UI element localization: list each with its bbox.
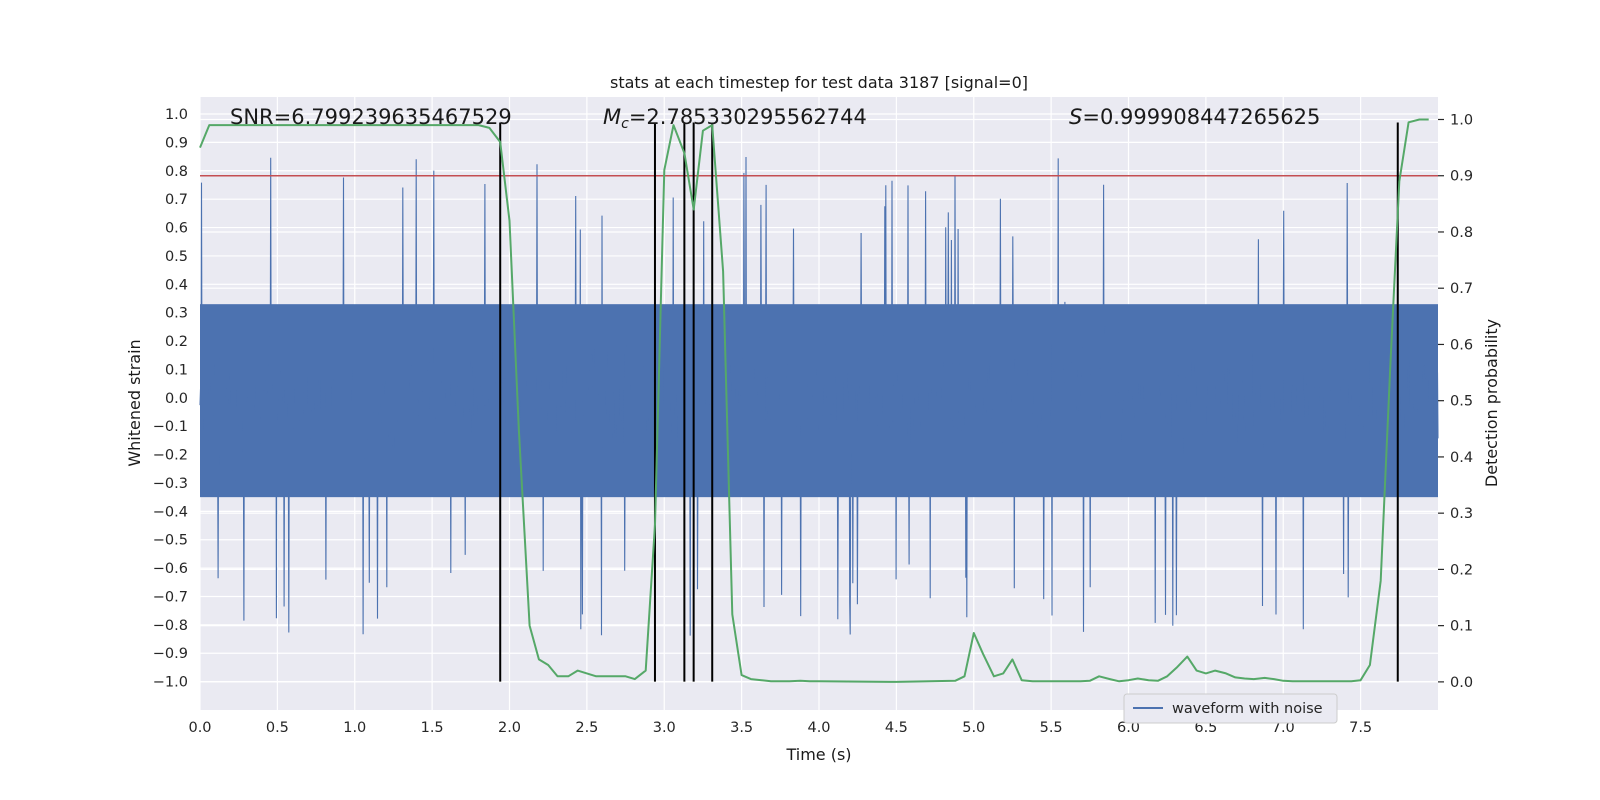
x-axis-label: Time (s) [785, 745, 851, 764]
y-tick-label-3: 0.7 [165, 192, 188, 208]
y-axis-label: Whitened strain [125, 339, 144, 466]
y-right-tick-label-0: 1.0 [1450, 112, 1473, 128]
y-tick-label-2: 0.8 [165, 164, 188, 180]
chirp-mass-value: =2.785330295562744 [629, 105, 867, 129]
legend-box [1123, 693, 1338, 724]
y-tick-label-17: −0.7 [153, 589, 188, 605]
s-value: =0.999908447265625 [1082, 105, 1320, 129]
y-tick-label-13: −0.3 [153, 476, 188, 492]
legend: waveform with noise [1123, 693, 1338, 724]
chirp-mass-symbol: M [603, 105, 621, 129]
chirp-mass-annotation: Mc=2.785330295562744 [603, 105, 867, 132]
y-axis-right-ticks: 1.0 0.9 0.8 0.7 0.6 0.5 0.4 0.3 0.2 0.1 0.0 [1438, 112, 1473, 691]
x-tick-label-0: 0.0 [188, 720, 211, 736]
y-right-tick-label-5: 0.5 [1450, 394, 1473, 410]
y-tick-label-20: −1.0 [153, 675, 188, 691]
y-right-tick-label-8: 0.2 [1450, 562, 1473, 578]
chirp-mass-subscript: c [621, 116, 629, 132]
y-right-tick-label-6: 0.4 [1450, 450, 1473, 466]
x-tick-label-14: 7.0 [1272, 720, 1295, 736]
y-right-tick-label-4: 0.6 [1450, 337, 1473, 353]
y-tick-label-9: 0.1 [165, 362, 188, 378]
detection-probability-line [199, 118, 1429, 683]
y-right-tick-label-3: 0.7 [1450, 281, 1473, 297]
y-tick-label-8: 0.2 [165, 334, 188, 350]
chart-title: stats at each timestep for test data 318… [610, 73, 1028, 92]
y-tick-label-10: 0.0 [165, 391, 188, 407]
x-tick-label-15: 7.5 [1349, 720, 1372, 736]
y-tick-label-0: 1.0 [165, 107, 188, 123]
x-tick-label-2: 1.0 [343, 720, 366, 736]
x-axis-ticks: 0.0 0.5 1.0 1.5 2.0 2.5 3.0 3.5 4.0 4.5 5.0 5.5 6.0 6… [188, 720, 1372, 736]
y-tick-label-18: −0.8 [153, 618, 188, 634]
y-tick-label-6: 0.4 [165, 277, 188, 293]
y-tick-label-16: −0.6 [153, 561, 188, 577]
y-tick-label-12: −0.2 [153, 448, 188, 464]
y-tick-label-4: 0.6 [165, 221, 188, 237]
x-tick-label-11: 5.5 [1040, 720, 1063, 736]
x-tick-label-1: 0.5 [266, 720, 289, 736]
x-tick-label-5: 2.5 [575, 720, 598, 736]
s-symbol: S [1069, 105, 1082, 129]
y-axis-right-label: Detection probability [1482, 319, 1501, 487]
s-annotation: S=0.999908447265625 [1069, 105, 1320, 129]
detection-probability-series [199, 118, 1429, 683]
y-right-tick-label-2: 0.8 [1450, 225, 1473, 241]
y-right-tick-label-1: 0.9 [1450, 169, 1473, 185]
y-tick-label-19: −0.9 [153, 646, 188, 662]
snr-annotation: SNR=6.799239635467529 [230, 105, 512, 129]
y-tick-label-7: 0.3 [165, 306, 188, 322]
y-axis-ticks: 1.0 0.9 0.8 0.7 0.6 0.5 0.4 0.3 0.2 0.1 0.0 −0.1 −0.… [153, 107, 188, 691]
x-tick-label-3: 1.5 [421, 720, 444, 736]
x-tick-label-8: 4.0 [807, 720, 830, 736]
x-tick-label-6: 3.0 [653, 720, 676, 736]
x-tick-label-4: 2.0 [498, 720, 521, 736]
y-right-tick-label-9: 0.1 [1450, 619, 1473, 635]
y-tick-label-14: −0.4 [153, 504, 188, 520]
x-tick-label-9: 4.5 [885, 720, 908, 736]
x-tick-label-7: 3.5 [730, 720, 753, 736]
y-tick-label-1: 0.9 [165, 135, 188, 151]
y-tick-label-15: −0.5 [153, 533, 188, 549]
waveform-noise-line [199, 156, 1439, 636]
x-tick-label-10: 5.0 [962, 720, 985, 736]
y-tick-label-11: −0.1 [153, 419, 188, 435]
y-right-tick-label-10: 0.0 [1450, 675, 1473, 691]
y-tick-label-5: 0.5 [165, 249, 188, 265]
x-tick-label-13: 6.5 [1194, 720, 1217, 736]
legend-label-waveform: waveform with noise [1172, 701, 1323, 717]
waveform-noise-series [199, 156, 1439, 636]
x-tick-label-12: 6.0 [1117, 720, 1140, 736]
y-right-tick-label-7: 0.3 [1450, 506, 1473, 522]
